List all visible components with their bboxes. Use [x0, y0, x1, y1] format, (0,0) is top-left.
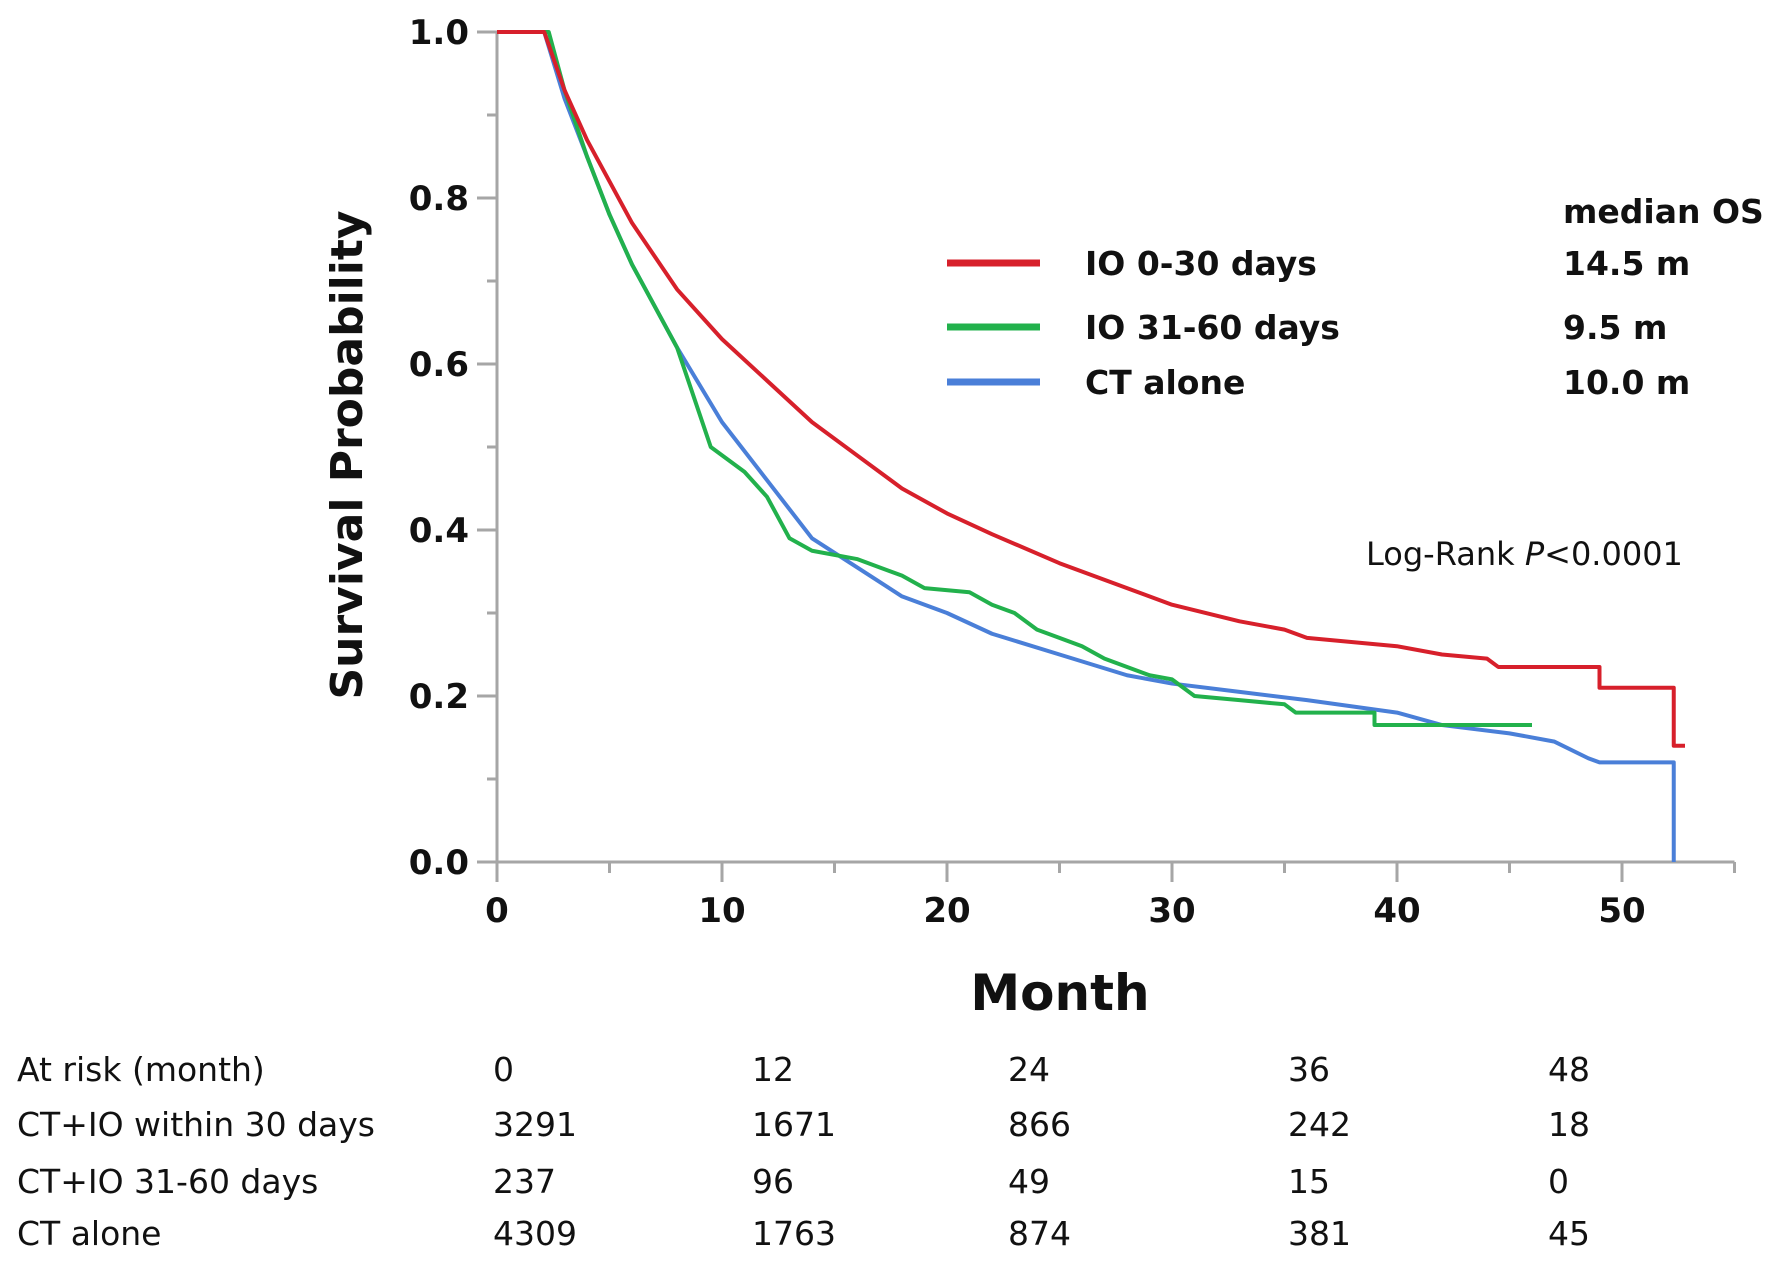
at-risk-month: 0 [493, 1050, 514, 1089]
log-rank-p: P [1525, 535, 1545, 573]
series-layer [497, 30, 1685, 862]
series-line-1 [497, 30, 1532, 728]
x-tick-label: 10 [698, 891, 745, 931]
x-tick-label: 20 [923, 891, 970, 931]
axes: 0.0 0.2 0.4 0.6 0.8 1.0 0 10 20 30 40 50 [409, 13, 1736, 931]
at-risk-value: 49 [1008, 1162, 1050, 1201]
at-risk-value: 874 [1008, 1214, 1071, 1253]
at-risk-value: 4309 [493, 1214, 577, 1253]
x-tick-label: 40 [1373, 891, 1420, 931]
at-risk-value: 45 [1548, 1214, 1590, 1253]
legend-label-1: IO 31-60 days [1085, 308, 1340, 347]
y-tick-label: 0.0 [409, 843, 469, 883]
log-rank-prefix: Log-Rank [1366, 535, 1525, 573]
x-tick-label: 30 [1148, 891, 1195, 931]
x-tick-label: 0 [485, 891, 509, 931]
at-risk-month: 36 [1288, 1050, 1330, 1089]
at-risk-month: 24 [1008, 1050, 1050, 1089]
log-rank-value: <0.0001 [1544, 535, 1683, 573]
y-tick-label: 0.6 [409, 345, 469, 385]
series-line-2 [497, 30, 1676, 862]
at-risk-value: 15 [1288, 1162, 1330, 1201]
at-risk-value: 237 [493, 1162, 556, 1201]
at-risk-value: 1763 [752, 1214, 836, 1253]
x-tick-label: 50 [1598, 891, 1645, 931]
y-tick-label: 0.8 [409, 179, 469, 219]
at-risk-value: 242 [1288, 1105, 1351, 1144]
legend-median-1: 9.5 m [1563, 308, 1667, 347]
legend-label-2: CT alone [1085, 363, 1245, 402]
at-risk-row-label: CT+IO within 30 days [17, 1105, 376, 1144]
at-risk-value: 3291 [493, 1105, 577, 1144]
at-risk-value: 96 [752, 1162, 794, 1201]
at-risk-month: 48 [1548, 1050, 1590, 1089]
y-tick-label: 0.2 [409, 677, 469, 717]
log-rank-annotation: Log-Rank P<0.0001 [1366, 535, 1683, 573]
at-risk-value: 18 [1548, 1105, 1590, 1144]
x-axis-title: Month [970, 964, 1149, 1022]
series-line-0 [497, 30, 1685, 748]
y-tick-label: 1.0 [409, 13, 469, 53]
at-risk-value: 381 [1288, 1214, 1351, 1253]
at-risk-value: 866 [1008, 1105, 1071, 1144]
legend: IO 0-30 days 14.5 m IO 31-60 days 9.5 m CT a… [947, 244, 1690, 402]
y-tick-label: 0.4 [409, 511, 469, 551]
at-risk-value: 0 [1548, 1162, 1569, 1201]
legend-median-0: 14.5 m [1563, 244, 1690, 283]
at-risk-month: 12 [752, 1050, 794, 1089]
median-os-header: median OS [1563, 192, 1764, 231]
at-risk-header-label: At risk (month) [17, 1050, 265, 1089]
km-survival-chart: 0.0 0.2 0.4 0.6 0.8 1.0 0 10 20 30 40 50 Survival P… [322, 13, 1764, 1022]
y-axis-title: Survival Probability [322, 210, 373, 699]
at-risk-row-label: CT+IO 31-60 days [17, 1162, 319, 1201]
at-risk-value: 1671 [752, 1105, 836, 1144]
legend-median-2: 10.0 m [1563, 363, 1690, 402]
at-risk-row-label: CT alone [17, 1214, 162, 1253]
legend-label-0: IO 0-30 days [1085, 244, 1317, 283]
